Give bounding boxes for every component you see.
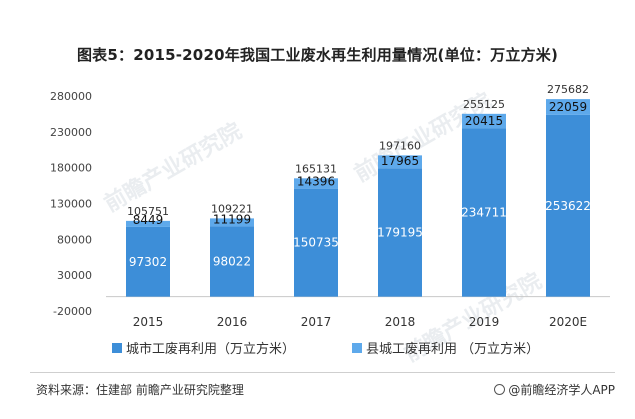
bar-segment-city — [546, 114, 590, 297]
bar-segment-county — [462, 113, 506, 129]
bar-segment-city — [462, 128, 506, 297]
chart-title: 图表5：2015-2020年我国工业废水再生利用量情况(单位：万立方米) — [76, 46, 559, 64]
bar-segment-county — [546, 99, 590, 115]
y-tick-label: 280000 — [50, 90, 92, 103]
legend-item-county: 县城工废再利用 （万立方米） — [352, 338, 539, 357]
y-tick-label: 230000 — [50, 126, 92, 139]
data-label-total: 109221 — [211, 202, 253, 215]
brand-credit: @前瞻经济学人APP — [494, 381, 615, 398]
x-tick-label: 2016 — [217, 315, 248, 329]
data-label-county: 14396 — [297, 175, 335, 189]
x-tick-label: 2019 — [469, 315, 500, 329]
data-label-county: 22059 — [549, 100, 587, 114]
bar-segment-city — [210, 226, 254, 297]
bar-segment-county — [294, 178, 338, 189]
data-label-city: 97302 — [129, 255, 167, 269]
legend-label-county: 县城工废再利用 （万立方米） — [366, 342, 540, 357]
brand-credit-text: @前瞻经济学人APP — [508, 383, 615, 397]
y-tick-label: 30000 — [57, 269, 92, 282]
bar-segment-city — [378, 168, 422, 297]
data-label-total: 255125 — [463, 98, 505, 111]
data-label-city: 98022 — [213, 255, 251, 269]
x-tick-label: 2015 — [133, 315, 164, 329]
y-tick-label: 130000 — [50, 198, 92, 211]
data-label-county: 11199 — [213, 212, 251, 226]
data-label-total: 165131 — [295, 162, 337, 175]
x-tick-label: 2017 — [301, 315, 332, 329]
data-label-city: 234711 — [461, 206, 507, 220]
bar-segment-county — [378, 155, 422, 169]
source-note: 资料来源：住建部 前瞻产业研究院整理 — [36, 383, 244, 397]
x-tick-label: 2018 — [385, 315, 416, 329]
y-axis-tick-labels: -20000 30000 80000 130000 180000 230000 280000 — [50, 90, 92, 318]
data-label-county: 8449 — [133, 213, 164, 227]
data-label-total: 105751 — [127, 205, 169, 218]
bar-segment-county — [210, 218, 254, 227]
data-label-total: 275682 — [547, 83, 589, 96]
legend-swatch-county — [352, 342, 362, 353]
y-tick-label: 180000 — [50, 162, 92, 175]
brand-logo-icon — [494, 384, 506, 395]
data-label-county: 20415 — [465, 114, 503, 128]
x-axis-tick-labels: 2015 2016 2017 2018 2019 2020E — [133, 315, 587, 329]
data-label-total: 197160 — [379, 139, 421, 152]
bar-segment-city — [294, 188, 338, 297]
y-tick-label: -20000 — [53, 305, 92, 318]
x-tick-label: 2020E — [549, 315, 587, 329]
y-tick-label: 80000 — [57, 233, 92, 246]
bar-segment-county — [126, 220, 170, 227]
data-label-city: 179195 — [377, 225, 423, 239]
legend-label-city: 城市工废再利用（万立方米） — [126, 342, 296, 357]
legend-swatch-city — [112, 342, 122, 353]
legend-item-city: 城市工废再利用（万立方米） — [112, 338, 295, 357]
data-label-county: 17965 — [381, 154, 419, 168]
footer-divider — [30, 372, 615, 373]
data-label-city: 150735 — [293, 236, 339, 250]
bar-segment-city — [126, 226, 170, 297]
data-label-city: 253622 — [545, 199, 591, 213]
